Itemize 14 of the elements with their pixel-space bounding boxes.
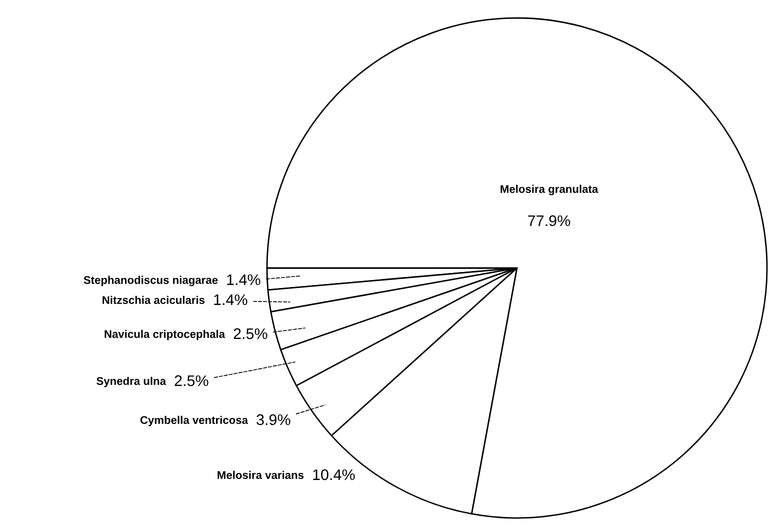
data-label: 2.5% [174,375,208,386]
data-label: 77.9% [528,215,570,226]
slice-label: Nitzschia acicularis [102,296,205,304]
data-label: 1.4% [227,274,260,286]
data-label: 2.5% [234,328,268,340]
slice-label: Stephanodiscus niagarae [84,276,218,286]
slice-label: Navicula criptocephala [104,330,226,340]
slice-label: Melosira granulata [500,184,598,196]
data-label: 3.9% [256,414,290,426]
slice-label: Cymbella ventricosa [140,416,248,426]
data-label: 10.4% [313,469,355,480]
slice-label: Melosira varians [218,470,304,479]
slice-label: Synedra ulna [96,376,166,388]
data-label: 1.4% [214,294,248,306]
